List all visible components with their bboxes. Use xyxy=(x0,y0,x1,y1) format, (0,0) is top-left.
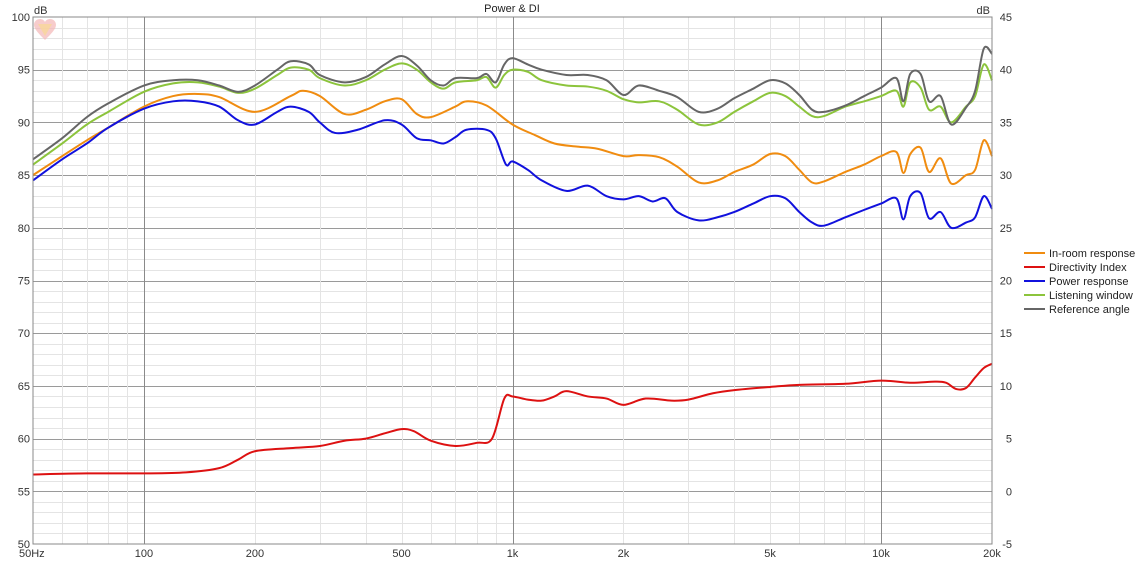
right-tick-label: 40 xyxy=(1000,65,1012,77)
right-axis-unit: dB xyxy=(977,5,990,17)
right-tick-label: 20 xyxy=(1000,276,1012,288)
right-tick-label: 5 xyxy=(1006,434,1012,446)
left-tick-label: 60 xyxy=(18,434,30,446)
legend-label-power-response: Power response xyxy=(1049,276,1129,288)
tick-labels: 50 55 60 65 70 75 80 85 90 95 100 -5 0 5 10 15 20 25 30 35 4… xyxy=(12,12,1012,560)
left-axis-unit: dB xyxy=(34,5,47,17)
right-tick-label: 35 xyxy=(1000,117,1012,129)
x-tick-label: 200 xyxy=(246,548,264,560)
right-tick-label: 10 xyxy=(1000,381,1012,393)
right-tick-label: 30 xyxy=(1000,170,1012,182)
heart-logo-icon xyxy=(34,19,56,40)
right-tick-label: -5 xyxy=(1002,539,1012,551)
left-tick-label: 70 xyxy=(18,328,30,340)
x-tick-label: 500 xyxy=(392,548,410,560)
series-line-directivity-index xyxy=(32,362,993,476)
left-tick-label: 95 xyxy=(18,65,30,77)
right-tick-label: 25 xyxy=(1000,223,1012,235)
left-tick-label: 50 xyxy=(18,539,30,551)
left-tick-label: 55 xyxy=(18,486,30,498)
left-tick-label: 75 xyxy=(18,276,30,288)
right-tick-label: 45 xyxy=(1000,12,1012,24)
x-tick-label: 100 xyxy=(135,548,153,560)
right-tick-label: 0 xyxy=(1006,486,1012,498)
plot-lines xyxy=(32,45,993,476)
x-tick-label: 2k xyxy=(618,548,630,560)
legend-label-in-room-response: In-room response xyxy=(1049,248,1135,260)
x-tick-label: 20k xyxy=(983,548,1001,560)
legend-label-directivity-index: Directivity Index xyxy=(1049,262,1127,274)
left-tick-label: 85 xyxy=(18,170,30,182)
x-tick-label: 50Hz xyxy=(19,548,45,560)
plot-border xyxy=(32,16,993,545)
chart-title: Power & DI xyxy=(484,3,540,15)
series-line-listening-window xyxy=(32,62,993,166)
x-tick-label: 1k xyxy=(507,548,519,560)
legend-label-reference-angle: Reference angle xyxy=(1049,304,1130,316)
legend: In-room response Directivity Index Power r… xyxy=(1024,248,1135,316)
x-tick-label: 5k xyxy=(764,548,776,560)
left-tick-label: 100 xyxy=(12,12,30,24)
legend-label-listening-window: Listening window xyxy=(1049,290,1133,302)
series-line-power-response xyxy=(32,99,993,230)
left-tick-label: 90 xyxy=(18,117,30,129)
series-line-reference-angle xyxy=(32,45,993,161)
plot-area xyxy=(33,17,992,544)
left-tick-label: 65 xyxy=(18,381,30,393)
left-tick-label: 80 xyxy=(18,223,30,235)
right-tick-label: 15 xyxy=(1000,328,1012,340)
x-tick-label: 10k xyxy=(872,548,890,560)
series-line-in-room-response xyxy=(32,89,993,186)
